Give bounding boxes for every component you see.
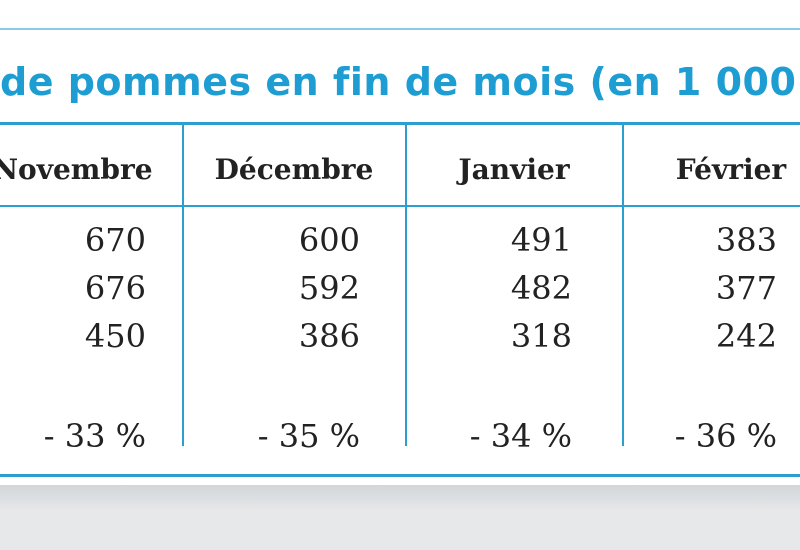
column-divider — [622, 124, 624, 446]
table-cell: 318 — [510, 317, 572, 355]
top-rule — [0, 28, 800, 30]
table-cell: 491 — [510, 221, 572, 259]
table-cell: 482 — [510, 269, 572, 307]
bottom-rule — [0, 474, 800, 477]
change-cell: - 33 % — [43, 417, 146, 455]
change-cell: - 35 % — [257, 417, 360, 455]
header-fevrier: Février — [675, 153, 787, 186]
table-cell: 670 — [84, 221, 146, 259]
table-cell: 450 — [84, 317, 146, 355]
column-divider — [182, 124, 184, 446]
table-cell: 592 — [298, 269, 360, 307]
document-page: de pommes en fin de mois (en 1 000 to No… — [0, 0, 800, 485]
page-shadow — [0, 485, 800, 550]
change-cell: - 34 % — [469, 417, 572, 455]
table-cell: 600 — [298, 221, 360, 259]
table-cell: 242 — [715, 317, 777, 355]
change-cell: - 36 % — [674, 417, 777, 455]
column-divider — [405, 124, 407, 446]
table-cell: 383 — [715, 221, 777, 259]
table-title: de pommes en fin de mois (en 1 000 to — [0, 60, 800, 104]
table-cell: 377 — [715, 269, 777, 307]
header-rule — [0, 205, 800, 207]
table-cell: 386 — [298, 317, 360, 355]
header-decembre: Décembre — [214, 153, 374, 186]
table-cell: 676 — [84, 269, 146, 307]
title-rule — [0, 122, 800, 125]
header-novembre: Novembre — [0, 153, 153, 186]
header-janvier: Janvier — [458, 153, 570, 186]
